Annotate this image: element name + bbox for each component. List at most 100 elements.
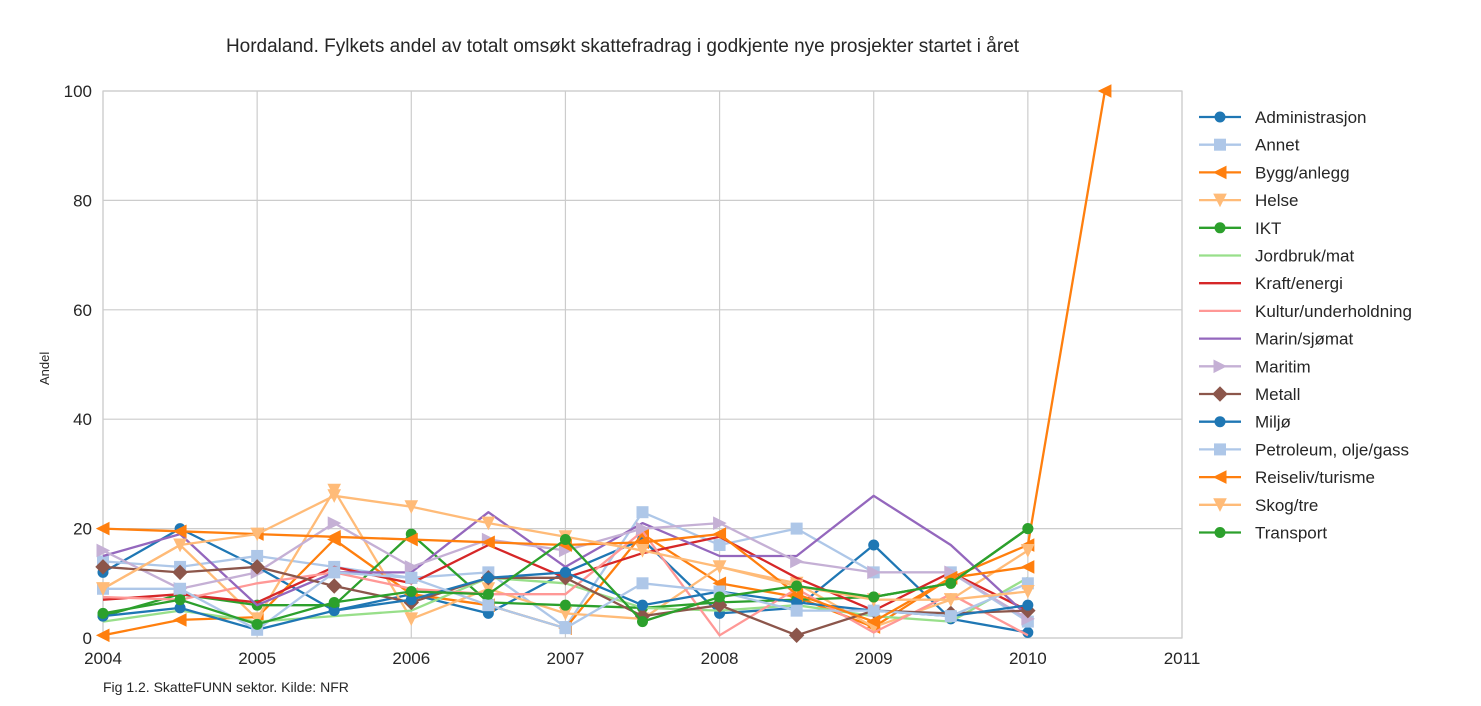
data-point: [866, 614, 881, 629]
legend-item: Kraft/energi: [1199, 274, 1343, 293]
legend-item: Skog/tre: [1199, 496, 1318, 515]
data-point: [1022, 523, 1034, 535]
legend-item: IKT: [1199, 219, 1281, 238]
legend-item: Kultur/underholdning: [1199, 302, 1412, 321]
x-tick-label: 2008: [701, 649, 739, 668]
legend-label: Helse: [1255, 191, 1298, 210]
data-point: [172, 564, 188, 581]
legend-label: Kraft/energi: [1255, 274, 1343, 293]
legend-marker: [1212, 386, 1228, 402]
series-layer: [95, 84, 1112, 643]
chart-title: Hordaland. Fylkets andel av totalt omsøk…: [225, 36, 1020, 57]
legend-item: Helse: [1199, 191, 1298, 210]
data-point: [482, 588, 494, 600]
data-point: [636, 521, 650, 536]
legend-label: Metall: [1255, 385, 1300, 404]
data-point: [251, 618, 263, 630]
data-point: [250, 527, 264, 542]
legend-item: Miljø: [1199, 413, 1291, 432]
data-point: [404, 560, 419, 574]
legend-marker: [1212, 165, 1227, 180]
legend-item: Annet: [1199, 136, 1300, 155]
data-point: [405, 571, 418, 584]
legend-item: Administrasjon: [1199, 108, 1367, 127]
data-point: [405, 586, 417, 598]
data-point: [482, 572, 494, 584]
y-tick-label: 20: [73, 520, 92, 539]
data-point: [97, 607, 109, 619]
data-point: [482, 599, 495, 612]
legend-label: IKT: [1255, 219, 1281, 238]
data-point: [404, 500, 419, 514]
data-point: [481, 535, 495, 550]
legend-item: Petroleum, olje/gass: [1199, 440, 1409, 459]
data-point: [327, 529, 341, 544]
legend-item: Jordbruk/mat: [1199, 247, 1354, 266]
data-point: [712, 527, 727, 541]
data-point: [944, 610, 957, 623]
x-tick-label: 2010: [1009, 649, 1047, 668]
data-point: [943, 593, 958, 607]
data-point: [95, 559, 111, 575]
legend: Administrasjon Annet Bygg/anlegg Helse IKT Jo…: [1199, 108, 1412, 543]
legend-label: Kultur/underholdning: [1255, 302, 1412, 321]
legend-item: Bygg/anlegg: [1199, 163, 1350, 182]
legend-marker: [1213, 193, 1227, 208]
y-tick-label: 40: [73, 410, 92, 429]
data-point: [791, 580, 803, 592]
data-point: [945, 577, 957, 589]
data-point: [481, 516, 496, 531]
data-point: [559, 566, 571, 578]
data-point: [174, 582, 187, 595]
legend-marker: [1214, 443, 1226, 456]
data-point: [404, 612, 419, 626]
data-point: [95, 628, 110, 643]
series-7: [102, 530, 1029, 637]
data-point: [327, 516, 342, 530]
legend-marker: [1214, 111, 1226, 123]
data-point: [1021, 585, 1035, 599]
legend-label: Maritim: [1255, 357, 1311, 376]
legend-marker: [1214, 222, 1226, 234]
data-point: [173, 538, 187, 553]
data-point: [1021, 543, 1035, 558]
x-tick-label: 2005: [238, 649, 276, 668]
data-point: [1097, 84, 1112, 98]
x-tick-label: 2004: [84, 649, 122, 668]
data-point: [559, 622, 572, 635]
data-point: [404, 532, 418, 547]
series-line: [102, 530, 1029, 637]
data-point: [714, 591, 726, 603]
data-point: [172, 524, 187, 539]
data-point: [328, 566, 341, 579]
data-point: [635, 543, 650, 558]
x-tick-label: 2007: [547, 649, 585, 668]
data-point: [790, 604, 803, 617]
legend-label: Bygg/anlegg: [1255, 163, 1350, 182]
data-point: [172, 613, 187, 627]
legend-marker: [1213, 498, 1227, 512]
data-point: [1020, 560, 1035, 574]
source-note: Fig 1.2. SkatteFUNN sektor. Kilde: NFR: [103, 679, 349, 695]
data-point: [96, 582, 110, 596]
data-point: [96, 543, 111, 558]
data-point: [867, 565, 881, 580]
legend-marker: [1214, 527, 1226, 538]
legend-label: Administrasjon: [1255, 108, 1367, 127]
data-point: [868, 591, 880, 603]
data-point: [712, 560, 727, 575]
plot-frame: [102, 90, 1183, 639]
data-point: [559, 599, 571, 611]
legend-marker: [1214, 416, 1226, 428]
legend-item: Reiseliv/turisme: [1199, 468, 1375, 487]
data-point: [174, 594, 186, 606]
data-point: [788, 627, 805, 643]
data-point: [559, 534, 571, 546]
x-tick-label: 2009: [855, 649, 893, 668]
data-point: [713, 539, 726, 552]
data-point: [636, 506, 649, 519]
y-axis-label: Andel: [37, 351, 52, 385]
tick-labels: 2004 2005 2006 2007 2008 2009 2010 2011 0 20 40 60 8…: [64, 82, 1201, 668]
y-tick-label: 80: [73, 191, 92, 210]
